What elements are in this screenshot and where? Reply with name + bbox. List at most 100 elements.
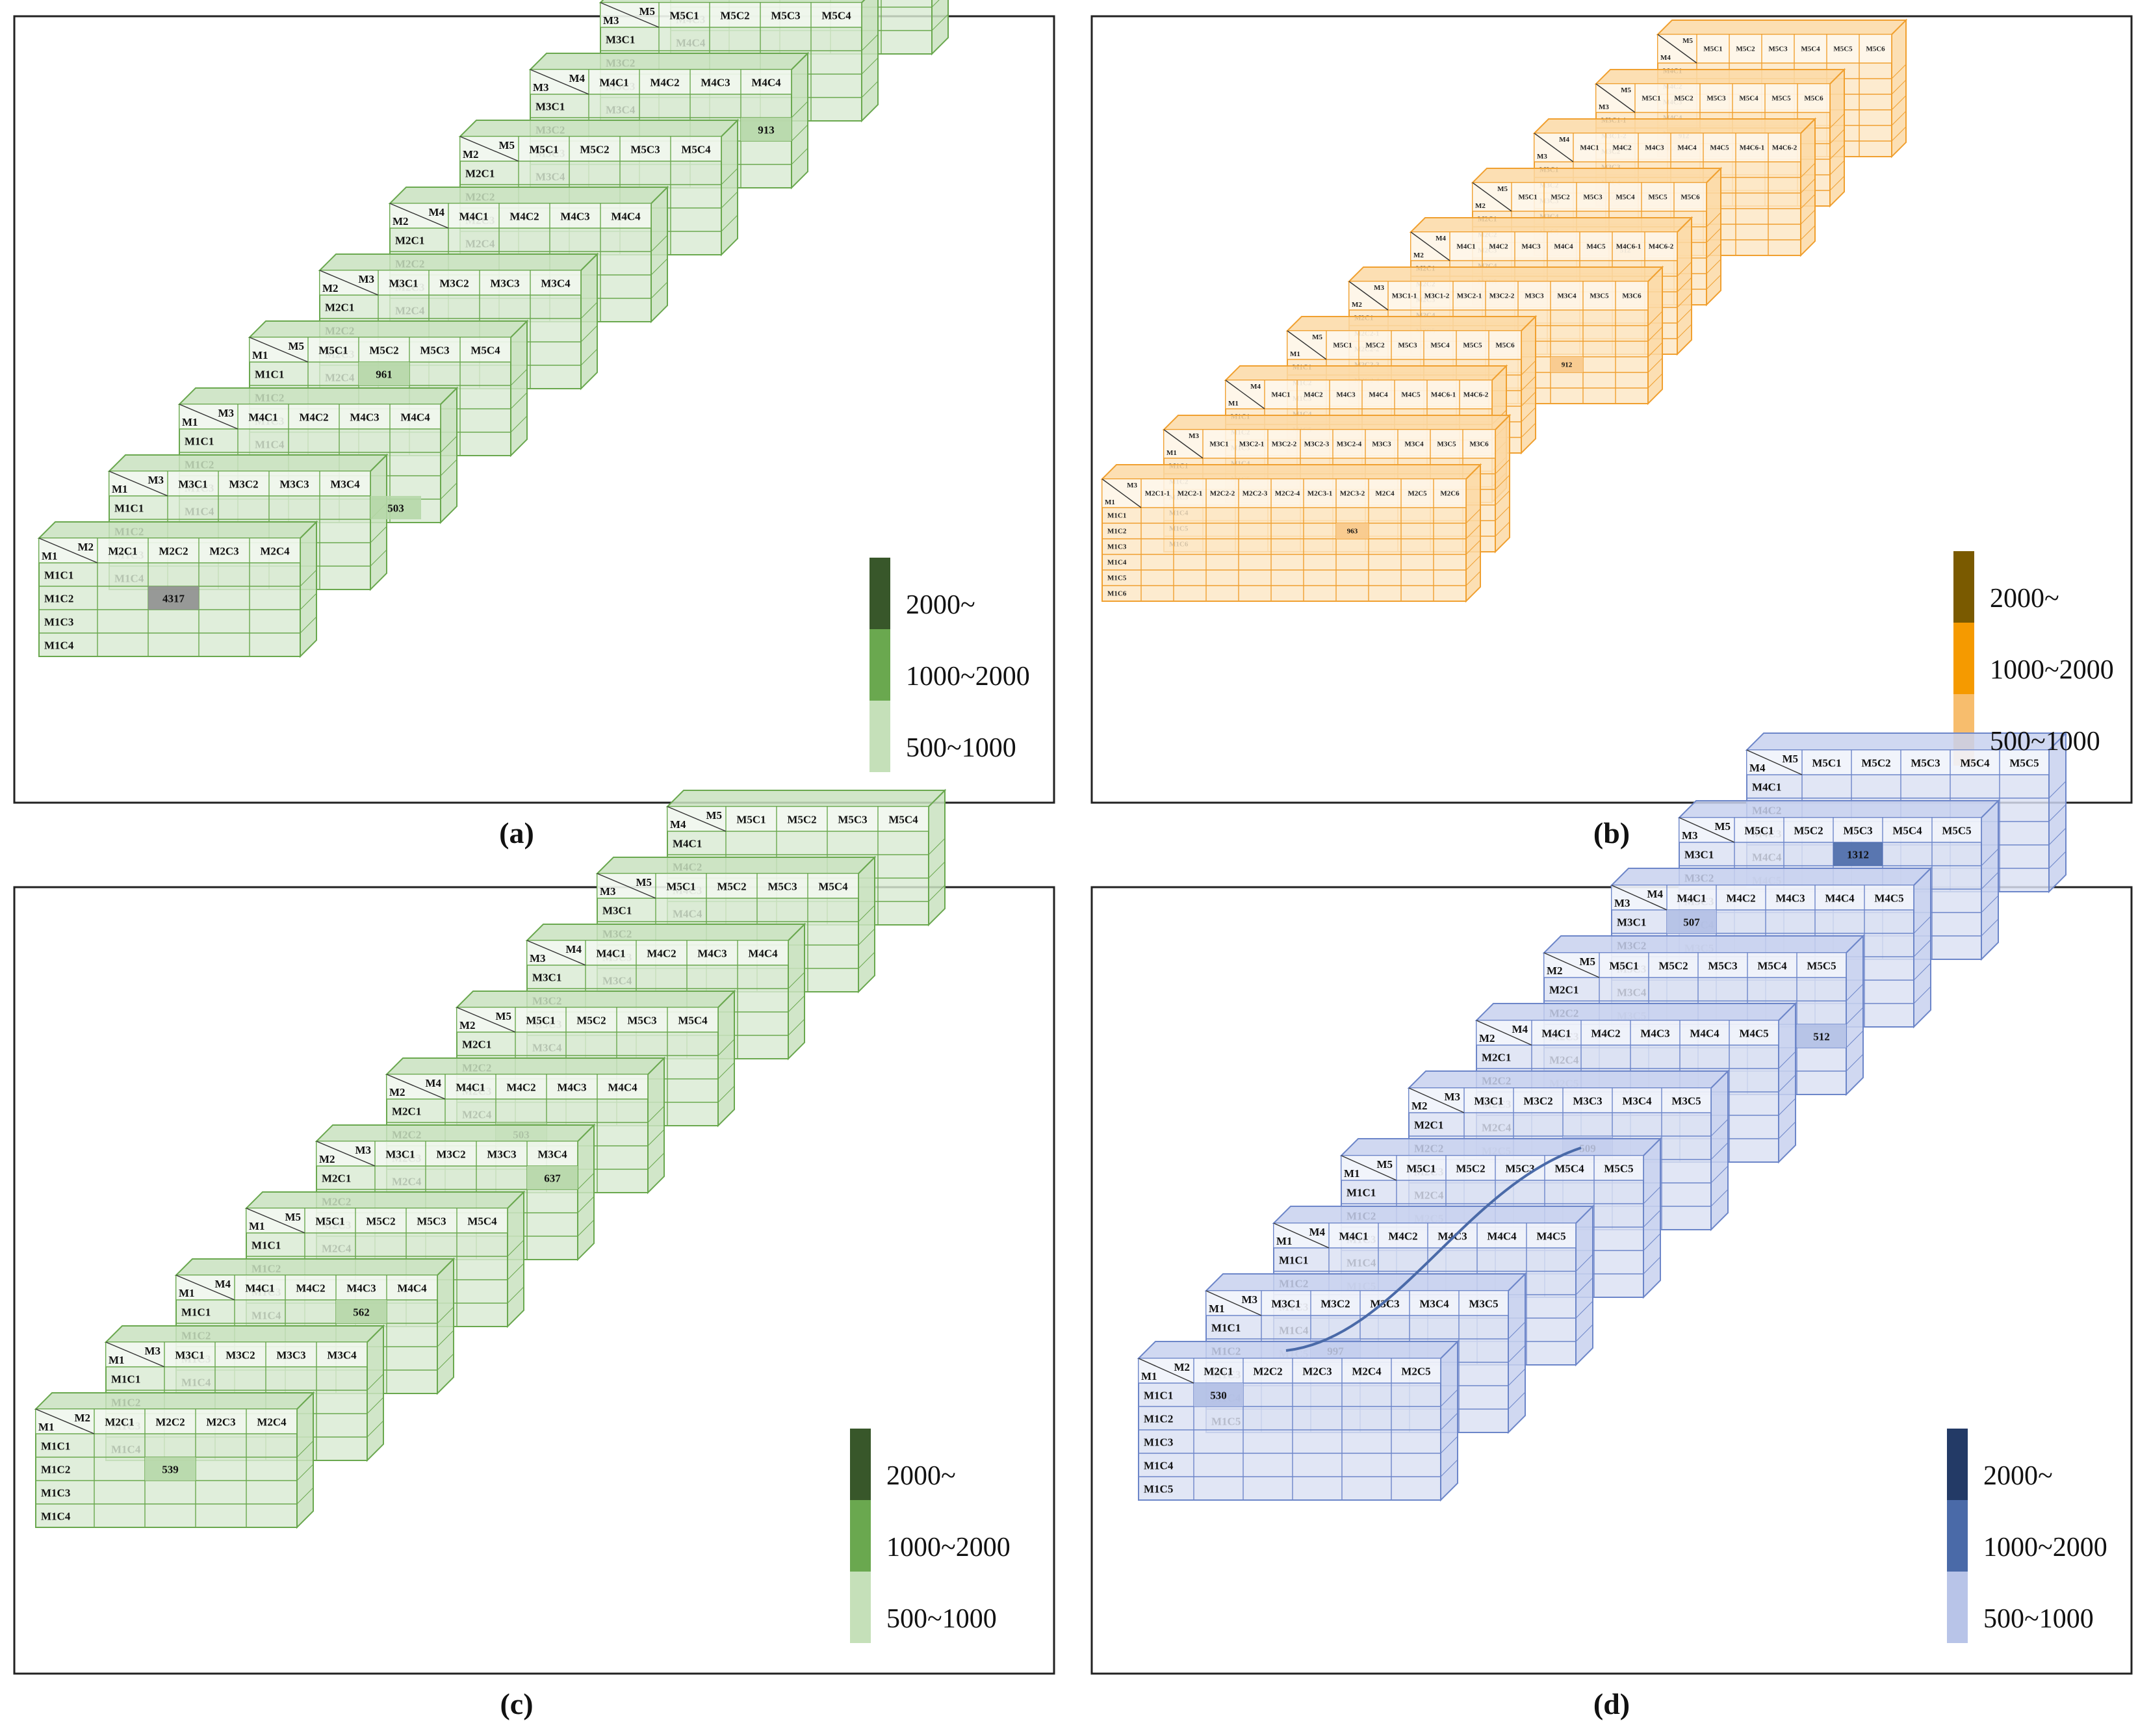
column-header: M4C1 [1339,1230,1368,1243]
grid-line [1495,521,1510,537]
column-header: M4C4 [1690,1028,1719,1040]
row-header: M1C3 [1107,543,1127,551]
corner-diagonal [179,404,238,430]
column-header: M3C2-1 [1239,441,1265,448]
corner-diagonal [1138,1358,1194,1384]
row-header: M1C2 [1107,528,1127,536]
layer-2: M3M1M3C1M3C2M3C3M3C4M1C1M1C2M1C3M1C4503 [107,453,421,591]
column-header: M3C1 [385,1148,415,1161]
legend-label: 500~1000 [1983,1604,2094,1634]
grid-line [1643,1233,1661,1251]
legend-label: 1000~2000 [1990,655,2114,685]
column-header: M5C5 [1463,342,1482,350]
column-header: M4C6-2 [1772,144,1797,152]
column-header: M5C3 [1583,194,1603,201]
column-header: M4C4 [608,1082,638,1094]
column-header: M5C4 [467,1215,497,1228]
grid-line [1677,308,1692,324]
column-header: M4C1 [596,948,625,960]
column-header: M4C3 [1521,243,1541,251]
layer-top-face [1594,69,1846,84]
corner-diagonal [1476,1020,1532,1046]
column-header: M3C4 [1557,292,1577,300]
grid-line [1981,848,1999,866]
column-header: M5C1 [526,1015,555,1027]
row-header: M1C1 [1279,1254,1308,1267]
corner-label-top: M3 [1127,482,1137,489]
layer-top-face [385,1057,666,1075]
corner-diagonal [530,69,589,95]
grid-line [1521,391,1536,407]
layer-top-face [1162,415,1512,430]
layer-top-face [107,454,389,472]
column-header: M5C4 [1960,757,1990,770]
corner-label-left: M4 [1660,54,1671,62]
row-header: M1C5 [1107,575,1127,582]
cell-value: 503 [387,502,404,515]
corner-diagonal [389,203,449,229]
layer-side-face [1440,1340,1458,1502]
corner-diagonal [1408,1087,1465,1113]
corner-label-left: M1 [1141,1370,1157,1382]
value-cell [1667,910,1716,933]
grid-line [1981,918,1999,937]
row-header: M1C4 [1144,1460,1174,1472]
grid-line [577,1219,595,1237]
grid-line [367,1420,384,1438]
legend-swatch [869,701,890,772]
column-header: M2C5 [1408,490,1427,498]
corner-label-left: M2 [389,1086,406,1098]
grid-line [1778,1098,1796,1116]
layer-top-face [315,1124,596,1142]
row-header: M1C1 [41,1440,70,1453]
legend-label: 2000~ [1990,584,2059,614]
grid-line [1508,1345,1526,1363]
corner-diagonal [1472,182,1512,212]
column-header: M5C3 [417,1215,446,1228]
layer-side-face [1891,18,1907,159]
grid-line [1891,110,1907,126]
layer-top-face [177,387,459,405]
header-band [1102,479,1466,508]
column-header: M5C2 [366,1215,395,1228]
corner-label-left: M3 [530,952,546,965]
column-header: M4C6-1 [1431,391,1456,399]
value-cell [148,586,199,610]
layer-side-face [367,1324,384,1462]
grid-line [861,57,879,75]
layer-1: M2 M1 M2C1 M2C2 M2C3 M2C4 M1C1 M1C2 M1C3 M1C4 539 [34,1391,315,1529]
corner-label-top: M3 [358,273,374,285]
grid-line [1465,524,1481,539]
layer-top-face [458,120,740,137]
layer-side-face [788,922,805,1061]
layer-side-face [647,1056,665,1195]
grid-line [296,1464,314,1481]
grid-line [1800,178,1816,194]
column-header: M5C2 [1658,960,1688,972]
layer-top-face [665,790,947,807]
column-header: M4C6-1 [1740,144,1765,152]
grid-line [1677,277,1692,292]
header-band [1164,430,1495,458]
grid-line [1521,422,1536,438]
layer-side-face [296,1391,314,1529]
grid-line [721,214,738,232]
column-header: M3C3 [490,278,519,290]
layer-side-face [858,855,875,994]
layer-top-face [1656,19,1908,35]
corner-label-top: M5 [1579,955,1595,968]
layer-top-face [1475,1003,1797,1021]
corner-label-top: M5 [285,1211,301,1223]
grid-line [1575,1301,1593,1319]
layer-top-face [1224,365,1508,381]
grid-line [507,1263,524,1280]
column-header: M4C2 [1388,1230,1417,1243]
grid-line [1647,357,1663,373]
column-header: M4C2 [296,1282,325,1295]
grid-line [1495,459,1510,474]
column-header: M2C3 [209,545,238,558]
column-header: M5C6 [1866,45,1885,53]
grid-line [1710,1119,1729,1137]
column-header: M2C3-1 [1307,490,1333,498]
column-header: M5C4 [888,814,918,826]
